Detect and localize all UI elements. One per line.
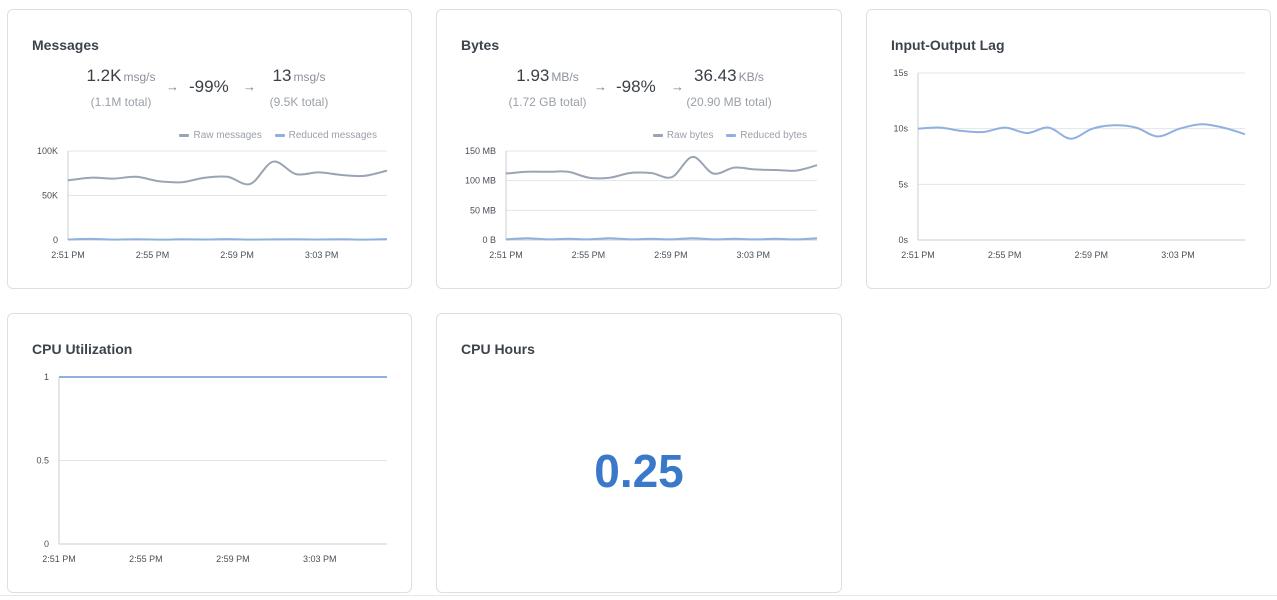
x-tick-label: 2:51 PM <box>42 554 76 564</box>
x-tick-label: 2:59 PM <box>216 554 250 564</box>
series-line-2 <box>505 237 818 241</box>
bytes-raw-stat: 1.93 MB/s (1.72 GB total) <box>505 66 590 109</box>
messages-raw-value: 1.2K <box>86 66 122 85</box>
arrow-right-icon: → <box>166 79 179 94</box>
bytes-raw-unit: MB/s <box>551 70 579 84</box>
messages-title: Messages <box>32 37 99 53</box>
x-tick-label: 2:55 PM <box>988 250 1022 260</box>
y-tick-label: 0.5 <box>36 456 49 466</box>
y-tick-label: 5s <box>898 179 908 189</box>
legend-item-reduced[interactable]: Reduced bytes <box>726 130 807 141</box>
x-tick-label: 2:51 PM <box>901 250 935 260</box>
arrow-right-icon: → <box>243 79 256 94</box>
x-tick-label: 2:55 PM <box>129 554 163 564</box>
messages-legend: Raw messages Reduced messages <box>169 130 377 141</box>
divider <box>0 595 1277 596</box>
bytes-raw-value: 1.93 <box>516 66 550 85</box>
cpu-utilization-title: CPU Utilization <box>32 341 133 357</box>
bytes-title: Bytes <box>461 37 500 53</box>
legend-item-raw[interactable]: Raw messages <box>179 130 262 141</box>
bytes-reduced-stat: 36.43 KB/s (20.90 MB total) <box>683 66 775 109</box>
cpu-hours-value: 0.25 <box>594 445 684 497</box>
y-tick-label: 100K <box>37 146 58 156</box>
messages-raw-stat: 1.2K msg/s (1.1M total) <box>86 66 156 109</box>
messages-reduced-total: (9.5K total) <box>269 95 329 109</box>
legend-swatch-raw <box>179 133 190 137</box>
lag-title: Input-Output Lag <box>891 37 1005 53</box>
lag-chart: 0s 5s 10s 15s 2:51 PM 2:55 PM 2:59 PM 3:03 PM <box>893 68 1246 260</box>
x-tick-label: 2:51 PM <box>51 250 85 260</box>
bytes-reduced-unit: KB/s <box>738 70 764 84</box>
messages-reduced-unit: msg/s <box>293 70 326 84</box>
cpu-utilization-card: CPU Utilization 0 0.5 1 2:51 PM 2:55 PM 2:59 … <box>7 313 412 593</box>
legend-item-raw[interactable]: Raw bytes <box>652 130 714 141</box>
legend-label-reduced: Reduced bytes <box>740 130 807 141</box>
x-tick-label: 3:03 PM <box>736 250 770 260</box>
y-tick-label: 50K <box>42 191 58 201</box>
legend-item-reduced[interactable]: Reduced messages <box>274 130 377 141</box>
y-tick-label: 50 MB <box>470 205 496 215</box>
y-tick-label: 100 MB <box>465 176 496 186</box>
x-tick-label: 2:51 PM <box>489 250 523 260</box>
y-tick-label: 0s <box>898 235 908 245</box>
x-tick-label: 2:55 PM <box>572 250 606 260</box>
legend-swatch-reduced <box>726 133 737 137</box>
y-tick-label: 10s <box>893 124 908 134</box>
bytes-reduced-total: (20.90 MB total) <box>686 95 772 109</box>
messages-change: -99% <box>189 77 229 96</box>
x-tick-label: 2:59 PM <box>220 250 254 260</box>
cpu-hours-card: CPU Hours 0.25 <box>436 313 842 593</box>
messages-chart: 0 50K 100K 2:51 PM 2:55 PM 2:59 PM 3:03 PM <box>37 146 388 260</box>
series-line-2 <box>67 237 388 241</box>
bytes-raw-total: (1.72 GB total) <box>508 95 587 109</box>
lag-card: Input-Output Lag 0s 5s 10s 15s 2:51 PM 2:55 P… <box>866 9 1271 289</box>
cpu-utilization-chart: 0 0.5 1 2:51 PM 2:55 PM 2:59 PM 3:03 PM <box>36 372 387 564</box>
y-tick-label: 15s <box>893 68 908 78</box>
bytes-legend: Raw bytes Reduced bytes <box>643 130 807 141</box>
messages-raw-unit: msg/s <box>123 70 156 84</box>
x-tick-label: 2:59 PM <box>654 250 688 260</box>
series-line-1 <box>67 160 388 186</box>
cpu-hours-title: CPU Hours <box>461 341 535 357</box>
x-tick-label: 3:03 PM <box>1161 250 1195 260</box>
y-tick-label: 0 B <box>482 235 496 245</box>
series-line-1 <box>917 123 1246 140</box>
messages-raw-total: (1.1M total) <box>90 95 152 109</box>
bytes-card: Bytes 1.93 MB/s (1.72 GB total) → -98% → … <box>436 9 842 289</box>
legend-label-raw: Raw messages <box>193 130 262 141</box>
bytes-chart: 0 B 50 MB 100 MB 150 MB 2:51 PM 2:55 PM 2:59 P… <box>465 146 818 260</box>
messages-reduced-stat: 13 msg/s (9.5K total) <box>264 66 334 109</box>
x-tick-label: 2:59 PM <box>1075 250 1109 260</box>
x-tick-label: 3:03 PM <box>305 250 339 260</box>
legend-swatch-reduced <box>274 133 285 137</box>
y-tick-label: 150 MB <box>465 146 496 156</box>
bytes-change: -98% <box>616 77 656 96</box>
y-tick-label: 0 <box>53 235 58 245</box>
arrow-right-icon: → <box>594 79 607 94</box>
legend-swatch-raw <box>652 133 663 137</box>
legend-label-raw: Raw bytes <box>666 130 714 141</box>
legend-label-reduced: Reduced messages <box>288 130 377 141</box>
messages-reduced-value: 13 <box>272 66 292 85</box>
messages-card: Messages 1.2K msg/s (1.1M total) → -99% →… <box>7 9 412 289</box>
series-line-1 <box>505 155 818 180</box>
bytes-reduced-value: 36.43 <box>694 66 737 85</box>
y-tick-label: 0 <box>44 539 49 549</box>
x-tick-label: 3:03 PM <box>303 554 337 564</box>
y-tick-label: 1 <box>44 372 49 382</box>
x-tick-label: 2:55 PM <box>136 250 170 260</box>
arrow-right-icon: → <box>671 79 684 94</box>
